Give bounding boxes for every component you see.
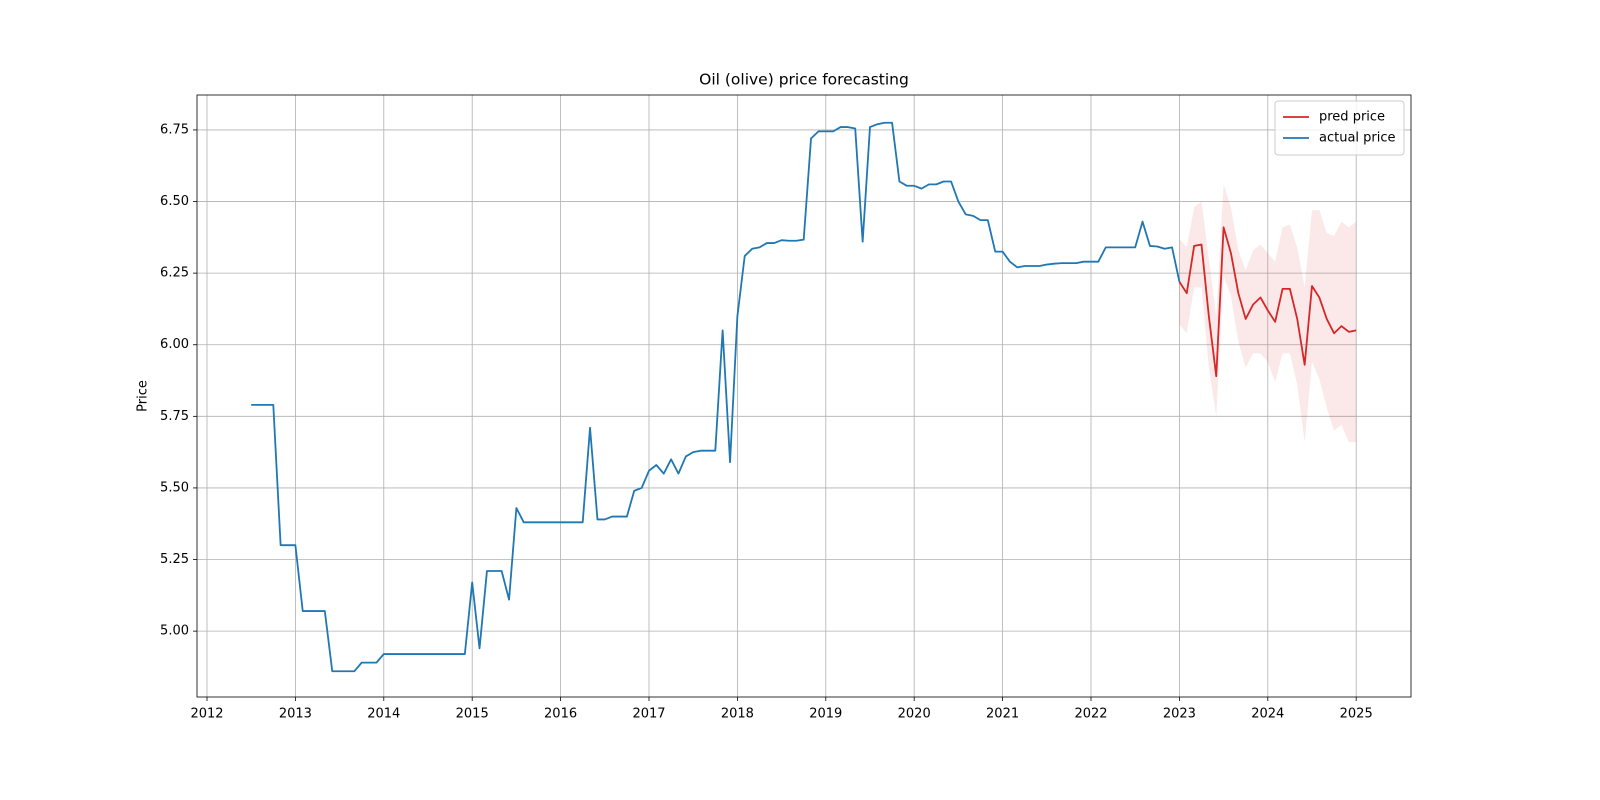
x-tick-label: 2019 <box>809 707 842 722</box>
confidence-band <box>1179 184 1357 443</box>
x-tick-label: 2012 <box>190 707 223 722</box>
x-tick-label: 2023 <box>1163 707 1196 722</box>
x-tick-label: 2024 <box>1251 707 1284 722</box>
line <box>251 121 1181 673</box>
x-tick-label: 2025 <box>1340 707 1373 722</box>
y-tick-label: 6.25 <box>160 266 189 281</box>
x-tick-label: 2022 <box>1074 707 1107 722</box>
x-tick-label: 2017 <box>632 707 665 722</box>
legend-box <box>1274 100 1405 156</box>
y-tick-label: 5.50 <box>160 480 189 495</box>
x-tick-label: 2016 <box>544 707 577 722</box>
plot-frame <box>196 94 1412 698</box>
y-tick-label: 6.00 <box>160 337 189 352</box>
y-axis-label: Price <box>136 380 151 412</box>
y-tick-label: 5.25 <box>160 552 189 567</box>
x-tick-label: 2021 <box>986 707 1019 722</box>
x-tick-label: 2014 <box>367 707 400 722</box>
x-tick-label: 2018 <box>721 707 754 722</box>
y-tick-label: 6.50 <box>160 194 189 209</box>
y-tick-label: 5.75 <box>160 409 189 424</box>
legend-label: actual price <box>1319 131 1396 146</box>
chart-title: Oil (olive) price forecasting <box>699 71 909 89</box>
line <box>1178 226 1357 378</box>
x-tick-label: 2020 <box>898 707 931 722</box>
legend-label: pred price <box>1319 110 1385 125</box>
y-tick-label: 5.00 <box>160 624 189 639</box>
x-tick-label: 2013 <box>279 707 312 722</box>
x-tick-label: 2015 <box>456 707 489 722</box>
y-tick-label: 6.75 <box>160 122 189 137</box>
